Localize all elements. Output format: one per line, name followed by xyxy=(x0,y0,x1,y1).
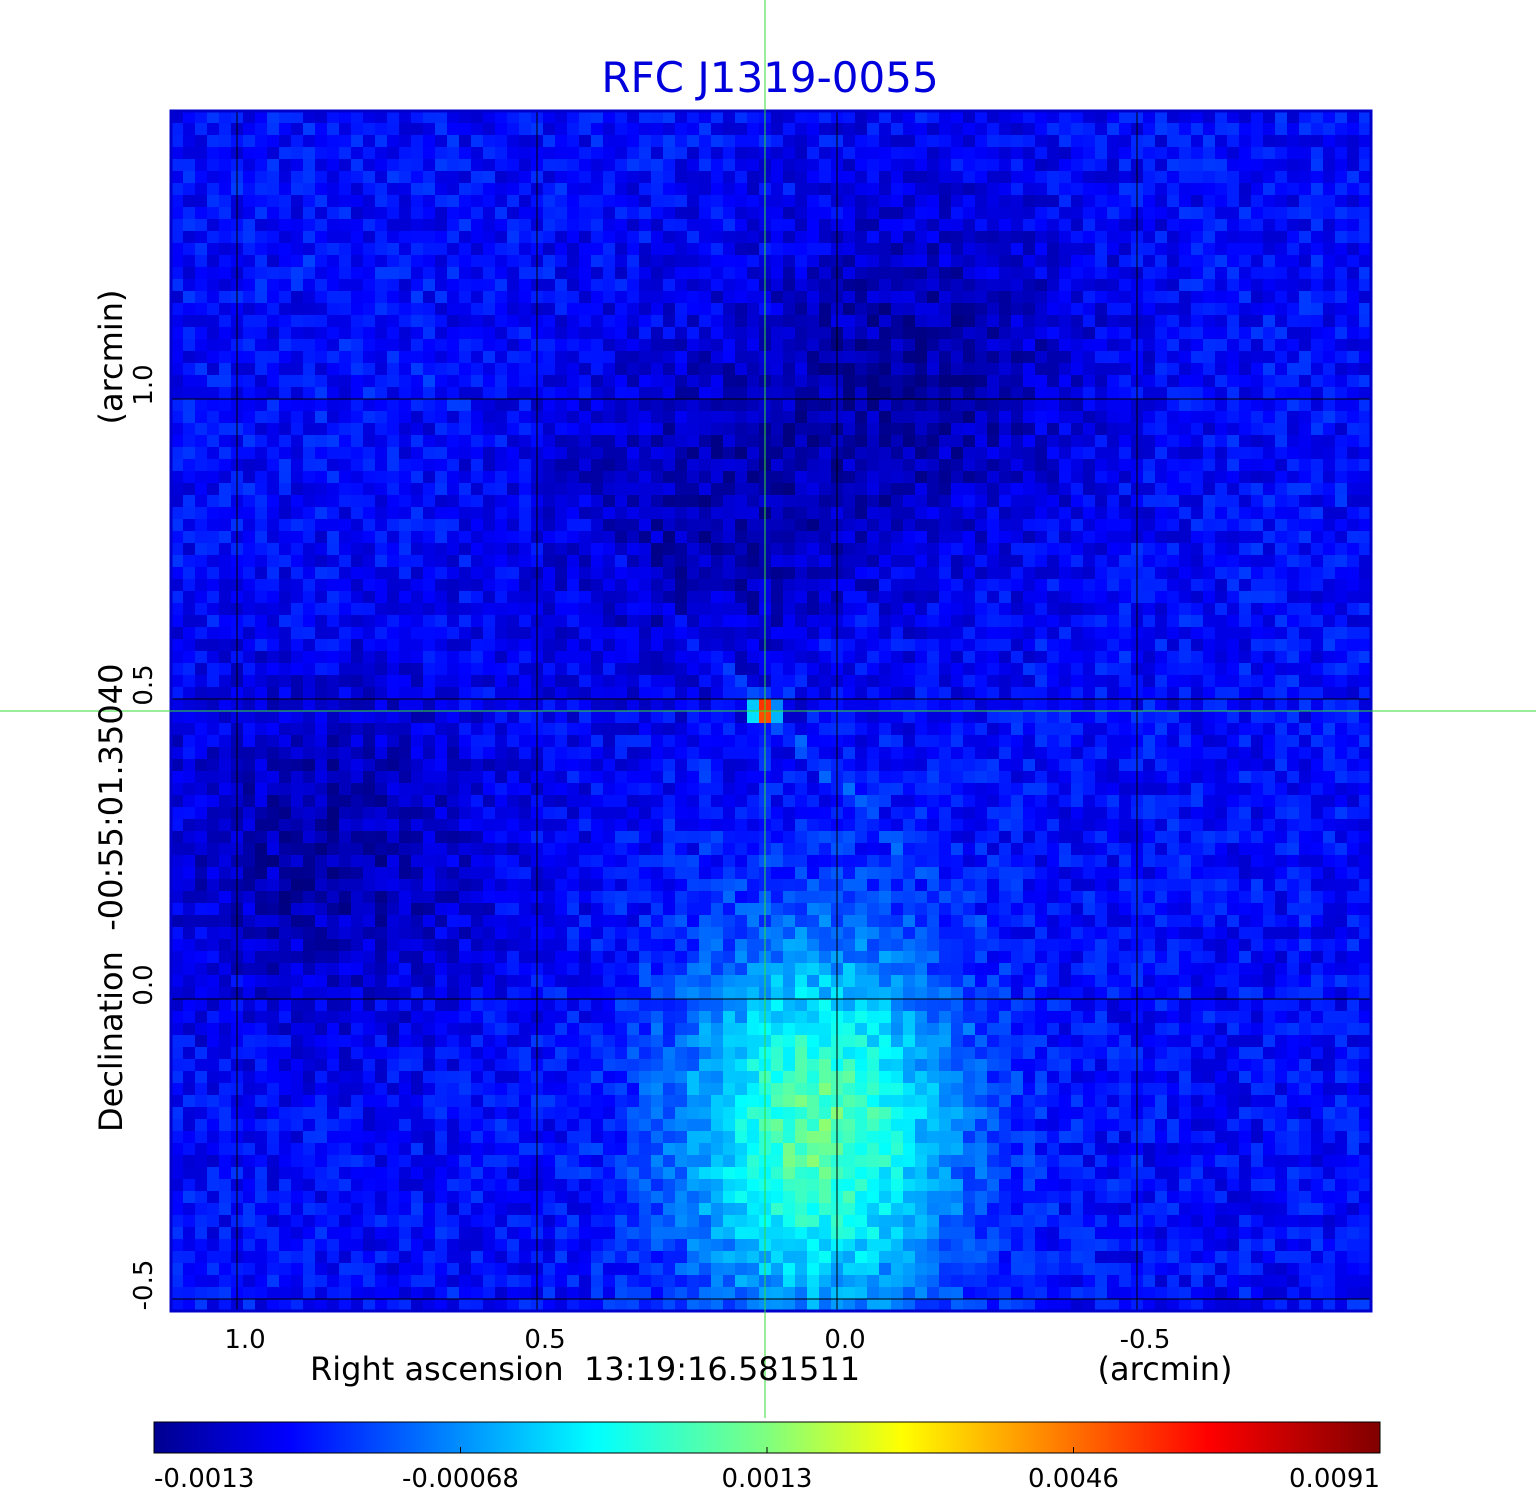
x-tick-label: -0.5 xyxy=(1120,1325,1171,1355)
x-tick-label: 0.0 xyxy=(824,1325,865,1355)
colorbar-tick-label: 0.0013 xyxy=(722,1464,813,1494)
colorbar-tick-label: -0.0013 xyxy=(154,1464,254,1494)
x-axis-label: Right ascension 13:19:16.581511 xyxy=(310,1350,860,1388)
heatmap-image xyxy=(171,111,1372,1312)
y-tick-label: -0.5 xyxy=(129,1260,159,1311)
x-tick-label: 0.5 xyxy=(524,1325,565,1355)
colorbar-tick-label: 0.0046 xyxy=(1028,1464,1119,1494)
chart-title: RFC J1319-0055 xyxy=(601,53,938,102)
colorbar-ticks: -0.0013 -0.00068 0.0013 0.0046 0.0091 xyxy=(153,1447,1381,1494)
colorbar-tick-label: 0.0091 xyxy=(1289,1464,1380,1494)
y-axis-label: Declination -00:55:01.35040 xyxy=(92,664,130,1132)
x-tick-label: 1.0 xyxy=(224,1325,265,1355)
y-tick-label: 0.0 xyxy=(129,964,159,1005)
x-tick-labels: 1.0 0.5 0.0 -0.5 xyxy=(224,1325,1170,1355)
x-axis-unit: (arcmin) xyxy=(1098,1350,1233,1388)
y-tick-label: 0.5 xyxy=(129,664,159,705)
y-tick-labels: -0.5 0.0 0.5 1.0 xyxy=(129,364,159,1310)
colorbar-tick-label: -0.00068 xyxy=(402,1464,519,1494)
y-tick-label: 1.0 xyxy=(129,364,159,405)
crosshair xyxy=(0,0,1536,1418)
y-axis-unit: (arcmin) xyxy=(92,290,130,425)
